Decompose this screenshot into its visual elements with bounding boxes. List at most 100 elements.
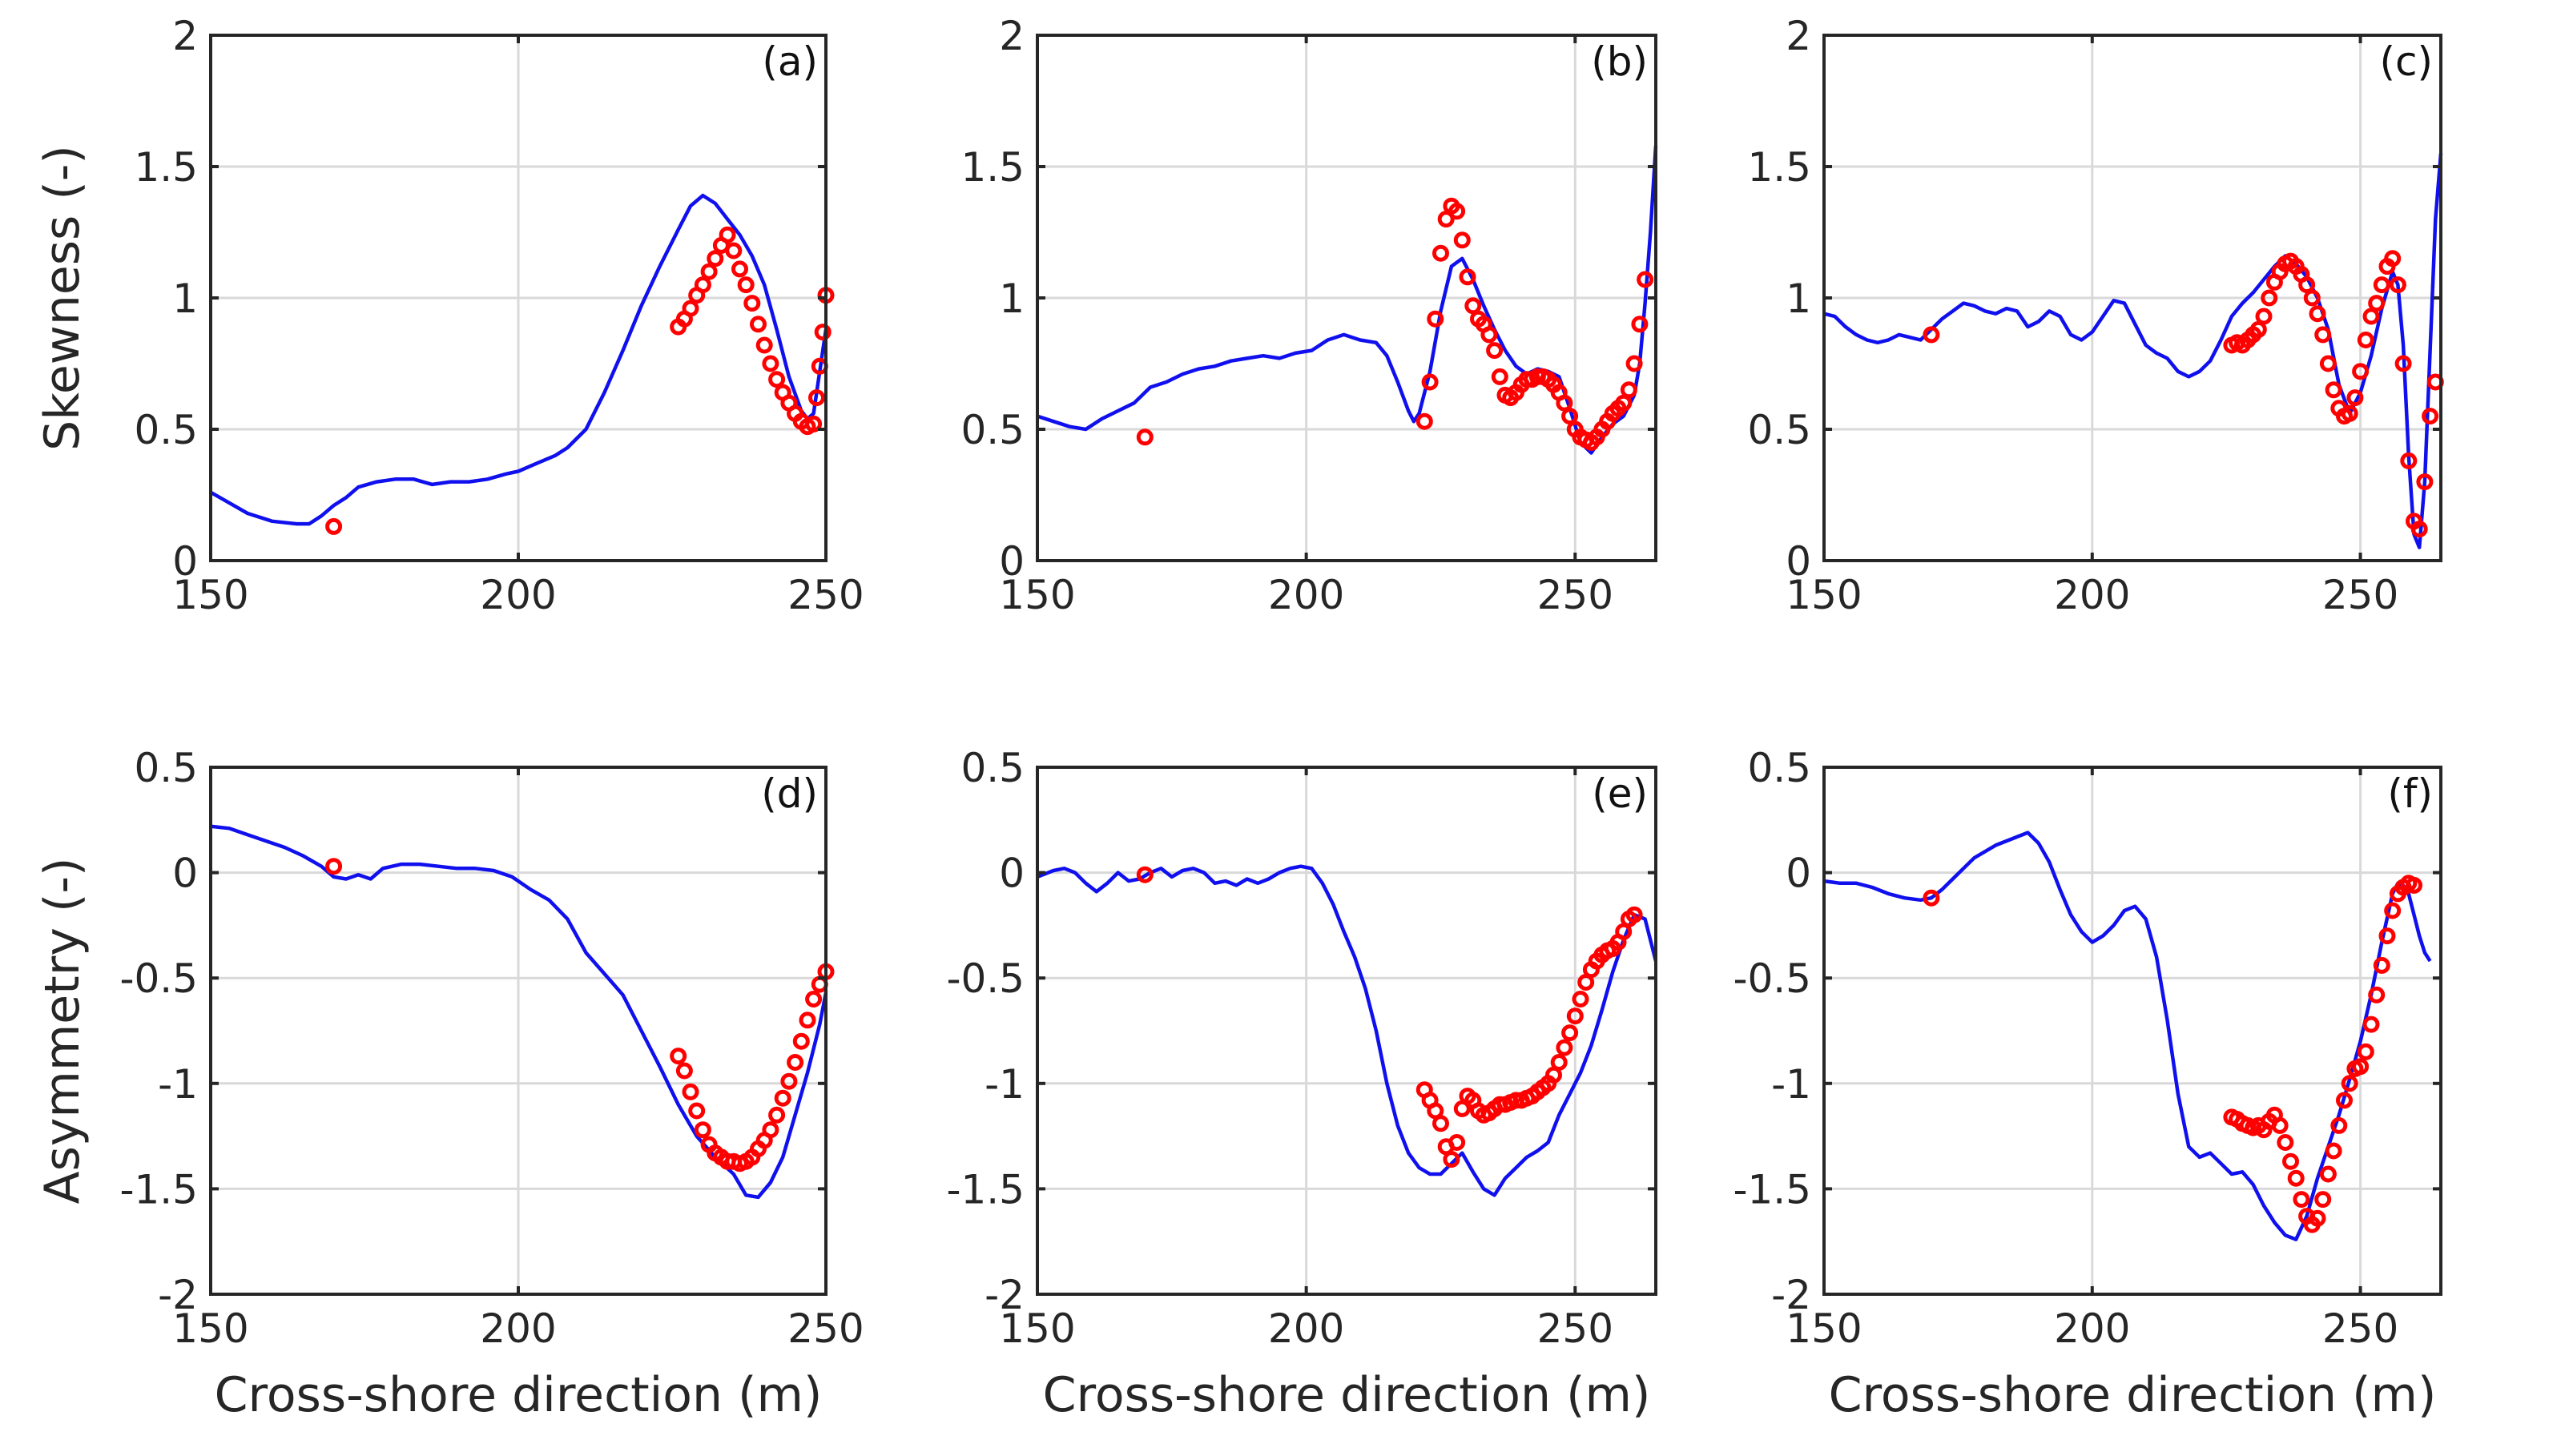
observed-point: [1491, 368, 1508, 385]
observed-point: [2277, 1134, 2294, 1151]
x-tick-label: 200: [2054, 1305, 2130, 1352]
observed-point: [2271, 1116, 2289, 1134]
panel-d: 150 200 250 -2 -1.5 -1 -0.5 0 0.5 (d) Asymmetry (-…: [34, 745, 864, 1423]
observed-point: [682, 300, 699, 317]
y-tick-label: 0: [1786, 851, 1811, 897]
observed-point: [792, 1032, 810, 1050]
y-tick-label: -1.5: [946, 1166, 1025, 1213]
panel-label: (f): [2387, 770, 2433, 817]
y-tick-label: 0.5: [134, 407, 198, 453]
observed-point: [2416, 473, 2434, 491]
axes-frame: [1822, 766, 2442, 1296]
y-tick-label: 0: [1786, 538, 1811, 585]
x-tick-label: 150: [172, 1305, 248, 1352]
y-tick-label: 0.5: [1747, 745, 1811, 791]
observed-point: [2325, 1142, 2342, 1160]
observed-point: [2255, 308, 2273, 325]
panel-label: (d): [761, 770, 818, 817]
y-tick-label: 0: [999, 538, 1025, 585]
x-tick-label: 250: [787, 572, 864, 618]
y-tick-label: -0.5: [1733, 955, 1811, 1002]
panel-e: 150 200 250 -2 -1.5 -1 -0.5 0 0.5 (e) Cross-shore …: [946, 745, 1658, 1423]
observed-point: [2357, 332, 2374, 348]
panel-f: 150 200 250 -2 -1.5 -1 -0.5 0 0.5 (f) Cross-shore …: [1733, 745, 2442, 1423]
y-tick-label: -1.5: [119, 1166, 198, 1213]
observed-point: [2373, 276, 2390, 294]
observed-point: [1459, 268, 1476, 286]
plot-area: [1824, 767, 2441, 1294]
observed-point: [2357, 1043, 2374, 1060]
observed-point: [2368, 986, 2386, 1004]
panel-a: 150 200 250 0 0.5 1 1.5 2 (a) Skewness (-): [34, 13, 864, 618]
observed-point: [2293, 1191, 2310, 1209]
observed-point: [1556, 394, 1573, 412]
observed-point: [1432, 244, 1449, 262]
observed-point: [1453, 231, 1471, 249]
observed-point: [2336, 1092, 2353, 1109]
data-layer: [1824, 153, 2444, 549]
observed-point: [1625, 355, 1643, 372]
observed-point: [1427, 310, 1444, 328]
observed-point: [1443, 1151, 1460, 1168]
observed-point: [780, 1072, 798, 1090]
observed-point: [688, 1102, 706, 1120]
observed-point: [750, 316, 767, 333]
y-tick-label: 1.5: [134, 144, 198, 191]
x-tick-label: 150: [999, 572, 1075, 618]
y-tick-label: 0: [172, 851, 198, 897]
observed-point: [2330, 1116, 2348, 1134]
panel-label: (a): [762, 38, 818, 85]
observed-point: [2400, 452, 2418, 469]
panel-label: (e): [1592, 770, 1648, 817]
observed-point: [762, 355, 779, 372]
y-tick-label: 2: [172, 13, 198, 59]
observed-point: [2314, 1191, 2332, 1209]
observed-point: [762, 1121, 779, 1139]
observed-point: [768, 371, 786, 388]
observed-point: [1437, 211, 1455, 228]
y-tick-label: 0.5: [960, 407, 1025, 453]
observed-point: [2373, 956, 2390, 974]
observed-point: [707, 250, 724, 267]
observed-point: [1432, 1115, 1449, 1132]
observed-point: [2410, 521, 2428, 538]
y-tick-label: 0: [999, 851, 1025, 897]
observed-point: [1448, 203, 1466, 220]
observed-point: [2362, 308, 2380, 325]
observed-point: [1448, 1134, 1466, 1151]
observed-point: [2362, 1016, 2380, 1033]
observed-point: [1464, 297, 1482, 315]
y-tick-label: -2: [1771, 1272, 1811, 1318]
data-layer: [1037, 864, 1658, 1197]
observed-point: [325, 858, 343, 875]
observed-point: [799, 1012, 816, 1029]
y-tick-label: -0.5: [119, 955, 198, 1002]
observed-point: [682, 1083, 699, 1100]
y-tick-label: 1: [1786, 276, 1811, 322]
y-tick-label: -1: [985, 1061, 1025, 1108]
y-tick-label: 0.5: [960, 745, 1025, 791]
y-axis-title: Skewness (-): [34, 145, 91, 451]
x-axis-title: Cross-shore direction (m): [1043, 1367, 1651, 1423]
y-tick-label: 1.5: [1747, 144, 1811, 191]
y-tick-label: -0.5: [946, 955, 1025, 1002]
data-layer: [1037, 145, 1658, 455]
x-tick-label: 200: [1268, 1305, 1344, 1352]
observed-point: [743, 295, 761, 312]
observed-point: [700, 263, 718, 280]
observed-point: [1136, 866, 1154, 883]
observed-point: [694, 1121, 711, 1139]
observed-point: [725, 242, 743, 259]
observed-point: [2384, 250, 2402, 267]
y-tick-label: 0.5: [1747, 407, 1811, 453]
observed-point: [719, 226, 736, 243]
observed-point: [1486, 342, 1504, 360]
observed-point: [1625, 906, 1643, 923]
model-series-line: [211, 824, 828, 1200]
x-axis-title: Cross-shore direction (m): [1829, 1367, 2437, 1423]
x-tick-label: 200: [2054, 572, 2130, 618]
observed-point: [808, 389, 825, 407]
model-series-line: [1824, 153, 2443, 549]
observed-point: [694, 276, 711, 294]
observed-point: [2298, 276, 2316, 294]
